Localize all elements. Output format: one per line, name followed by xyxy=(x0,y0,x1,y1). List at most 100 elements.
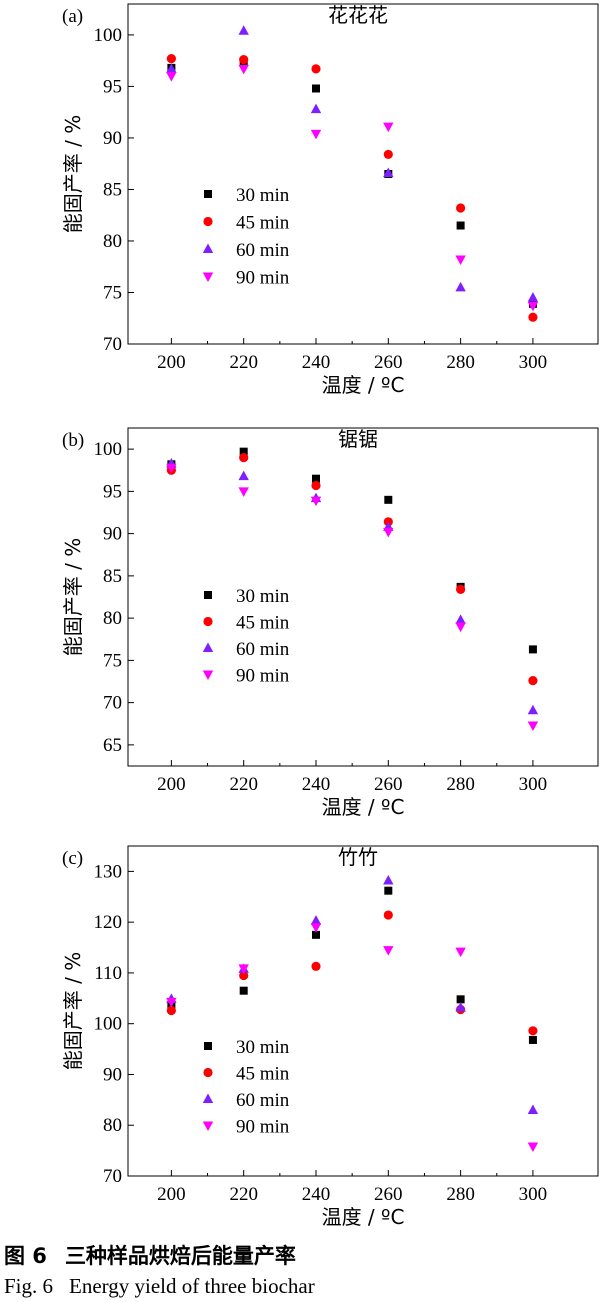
data-point xyxy=(527,1104,539,1114)
data-point xyxy=(384,495,393,504)
y-tick-label: 75 xyxy=(103,282,122,303)
y-tick-label: 100 xyxy=(94,439,123,460)
caption-en-figure-number: Fig. 6 xyxy=(4,1274,54,1298)
data-point xyxy=(310,103,322,114)
data-point xyxy=(383,167,394,177)
y-tick-label: 90 xyxy=(103,128,122,149)
y-tick-label: 120 xyxy=(94,912,123,933)
data-point xyxy=(527,1142,539,1153)
data-point xyxy=(166,54,176,64)
y-axis-label: 能固产率 / % xyxy=(61,952,85,1070)
y-tick-label: 80 xyxy=(103,231,122,252)
data-point xyxy=(310,496,322,507)
x-tick-label: 300 xyxy=(519,352,548,373)
x-tick-label: 220 xyxy=(229,1184,258,1205)
y-tick-label: 130 xyxy=(94,861,123,882)
legend-marker xyxy=(202,243,214,253)
data-point xyxy=(383,910,393,920)
data-point xyxy=(239,970,249,981)
caption-chinese: 图 6 三种样品烘焙后能量产率 xyxy=(4,1240,296,1270)
legend-label: 60 min xyxy=(236,240,290,261)
chart-panel-2 xyxy=(127,427,599,767)
data-point xyxy=(239,986,248,995)
data-point xyxy=(383,946,394,956)
data-point xyxy=(166,63,177,73)
data-point xyxy=(527,704,539,715)
panel-label: (b) xyxy=(62,430,84,451)
data-point xyxy=(238,964,249,974)
data-point xyxy=(527,292,539,302)
caption-cn-text: 三种样品烘焙后能量产率 xyxy=(64,1244,296,1268)
y-tick-label: 95 xyxy=(103,481,122,502)
data-point xyxy=(528,676,538,686)
legend-marker xyxy=(204,591,212,599)
legend-marker xyxy=(202,670,214,680)
y-tick-label: 90 xyxy=(103,524,122,545)
data-point xyxy=(311,480,321,491)
y-tick-label: 70 xyxy=(103,1166,122,1187)
data-point xyxy=(312,930,320,939)
panel-label: (a) xyxy=(62,6,83,27)
panel-title: 花花花 xyxy=(328,3,388,27)
plot-frame xyxy=(127,845,599,1177)
data-point xyxy=(312,474,320,483)
data-point xyxy=(527,721,539,731)
data-point xyxy=(455,281,466,292)
legend-label: 45 min xyxy=(236,1064,290,1085)
data-point xyxy=(310,915,322,925)
y-tick-label: 80 xyxy=(103,608,122,629)
data-point xyxy=(239,447,248,456)
x-tick-label: 280 xyxy=(446,352,475,373)
data-point xyxy=(455,947,466,958)
x-tick-label: 300 xyxy=(519,774,548,795)
x-tick-label: 300 xyxy=(519,1184,548,1205)
data-point xyxy=(310,923,322,933)
legend-label: 45 min xyxy=(236,613,290,634)
legend-marker xyxy=(202,1093,214,1103)
data-point xyxy=(238,25,249,35)
legend-label: 30 min xyxy=(236,185,290,206)
x-tick-label: 240 xyxy=(302,1184,331,1205)
y-tick-label: 80 xyxy=(103,1115,122,1136)
legend-marker xyxy=(202,1121,214,1131)
y-tick-label: 90 xyxy=(103,1064,122,1085)
legend-marker xyxy=(203,1067,213,1078)
data-point xyxy=(166,463,177,474)
legend-label: 30 min xyxy=(236,1037,290,1058)
x-tick-label: 220 xyxy=(229,774,258,795)
y-tick-label: 75 xyxy=(103,650,122,671)
data-point xyxy=(456,995,465,1004)
legend-label: 45 min xyxy=(236,213,290,234)
x-axis-label: 温度 / ºC xyxy=(322,373,405,397)
data-point xyxy=(312,84,320,93)
panel-label: (c) xyxy=(62,848,83,869)
legend-marker xyxy=(202,642,214,652)
x-tick-label: 200 xyxy=(157,352,186,373)
data-point xyxy=(238,470,249,481)
legend-label: 30 min xyxy=(236,586,290,607)
y-tick-label: 85 xyxy=(103,566,122,587)
legend-label: 90 min xyxy=(236,268,290,289)
y-tick-label: 95 xyxy=(103,76,122,97)
x-tick-label: 240 xyxy=(302,774,331,795)
x-tick-label: 220 xyxy=(229,352,258,373)
legend-marker xyxy=(203,616,213,627)
caption-en-text: Energy yield of three biochar xyxy=(69,1274,315,1298)
chart-panel-3 xyxy=(127,845,599,1177)
data-point xyxy=(528,1026,538,1036)
data-point xyxy=(239,452,249,463)
x-tick-label: 260 xyxy=(374,352,403,373)
caption-english: Fig. 6 Energy yield of three biochar xyxy=(4,1274,315,1299)
data-point xyxy=(455,255,466,266)
x-tick-label: 260 xyxy=(374,774,403,795)
legend-label: 90 min xyxy=(236,666,290,687)
data-point xyxy=(455,622,466,633)
data-point xyxy=(239,55,249,65)
legend-marker xyxy=(202,272,214,282)
data-point xyxy=(527,301,539,312)
x-tick-label: 280 xyxy=(446,774,475,795)
y-tick-label: 70 xyxy=(103,693,122,714)
data-point xyxy=(166,72,177,82)
data-point xyxy=(456,203,466,213)
